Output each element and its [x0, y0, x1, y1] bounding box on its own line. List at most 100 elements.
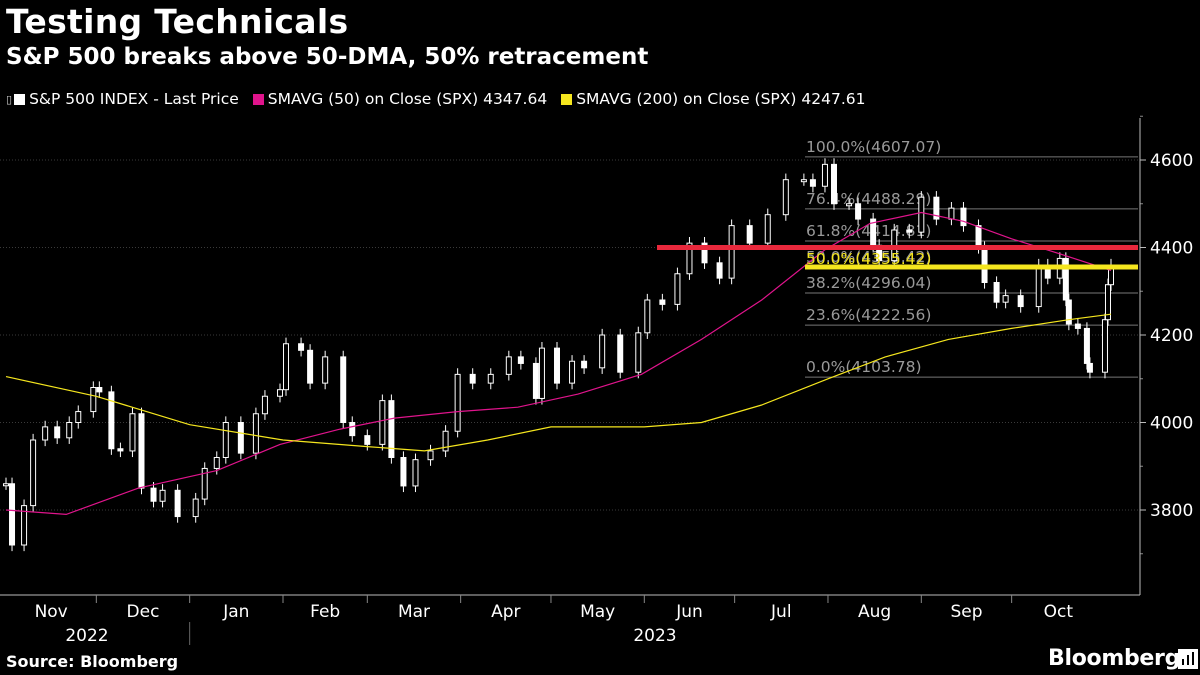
fib-50-highlight-label: 50.0%(4355.42)	[806, 250, 931, 268]
candle-body	[1002, 295, 1009, 303]
y-tick-label: 4600	[1150, 151, 1193, 171]
candle-body	[644, 299, 651, 334]
candle-body	[192, 498, 199, 518]
candle-body	[117, 448, 124, 452]
x-month-label: Oct	[1044, 602, 1074, 622]
candle-body	[150, 487, 157, 502]
fib-level-label: 100.0%(4607.07)	[806, 138, 941, 156]
candle-body	[581, 360, 588, 369]
candle-body	[617, 334, 624, 373]
candle-body	[1074, 323, 1081, 329]
y-tick-label: 4400	[1150, 239, 1193, 259]
brand-logo: Bloomberg	[1048, 646, 1181, 671]
candle-body	[1062, 257, 1069, 301]
candle-body	[442, 430, 449, 452]
candle-body	[3, 483, 9, 487]
candle-body	[716, 262, 723, 279]
legend-label-sma50: SMAVG (50) on Close (SPX) 4347.64	[267, 90, 548, 108]
candle-body	[1065, 299, 1072, 325]
candle-body	[96, 387, 103, 393]
x-month-label: Aug	[858, 602, 891, 622]
candle-body	[517, 356, 524, 364]
candle-body	[800, 179, 807, 183]
x-month-label: Mar	[398, 602, 430, 622]
candle-body	[701, 242, 708, 264]
legend-label-price: S&P 500 INDEX - Last Price	[29, 90, 239, 108]
candle-body	[782, 179, 789, 216]
candle-body	[918, 196, 925, 233]
candlestick-icon: ▯	[6, 92, 13, 106]
candle-body	[349, 422, 356, 437]
candle-body	[201, 467, 208, 500]
candle-body	[129, 413, 136, 452]
candle-body	[469, 373, 476, 384]
x-month-label: Nov	[35, 602, 68, 622]
fib-level-label: 38.2%(4296.04)	[806, 274, 931, 292]
candle-body	[388, 400, 395, 458]
candle-body	[252, 413, 259, 454]
candle-body	[108, 391, 115, 450]
candle-body	[75, 411, 82, 423]
x-month-label: Jan	[222, 602, 249, 622]
legend-swatch-price	[14, 93, 26, 105]
fib-level-label: 61.8%(4414.81)	[806, 222, 931, 240]
candle-body	[42, 426, 49, 441]
candle-body	[340, 356, 347, 423]
candle-body	[846, 203, 853, 207]
candle-body	[364, 435, 371, 445]
bloomberg-bars-icon	[1178, 649, 1198, 669]
candle-body	[1083, 327, 1090, 364]
legend-label-sma200: SMAVG (200) on Close (SPX) 4247.61	[576, 90, 866, 108]
candle-body	[379, 400, 386, 445]
candle-body	[30, 439, 37, 507]
candle-body	[283, 343, 290, 391]
candle-body	[454, 373, 461, 432]
y-tick-label: 4200	[1150, 326, 1193, 346]
fib-level-label: 50.0%(4355.42)	[806, 248, 931, 266]
candle-body	[809, 179, 816, 187]
y-tick-label: 4000	[1150, 414, 1193, 434]
candle-body	[174, 489, 181, 518]
candle-body	[487, 373, 494, 384]
candle-body	[553, 347, 560, 384]
candle-body	[569, 360, 576, 384]
candle-body	[906, 229, 913, 233]
candle-body	[830, 163, 837, 205]
candle-body	[855, 203, 862, 220]
candle-body	[821, 163, 828, 187]
chart-subtitle: S&P 500 breaks above 50-DMA, 50% retrace…	[6, 44, 649, 70]
x-year-label: 2023	[633, 626, 676, 646]
x-year-label: 2022	[65, 626, 108, 646]
legend: ▯ S&P 500 INDEX - Last Price SMAVG (50) …	[6, 90, 879, 108]
sma200-line	[5, 313, 1112, 452]
candle-body	[276, 389, 283, 397]
x-month-label: Dec	[127, 602, 160, 622]
candle-body	[635, 332, 642, 373]
candle-body	[993, 282, 1000, 303]
x-month-label: May	[580, 602, 615, 622]
chart-title: Testing Technicals	[6, 2, 349, 41]
x-month-label: Apr	[491, 602, 520, 622]
candle-body	[138, 413, 145, 489]
candle-body	[427, 450, 434, 461]
candle-body	[222, 422, 229, 458]
candle-body	[1104, 284, 1111, 321]
candle-body	[764, 214, 771, 244]
candle-body	[659, 299, 666, 305]
candle-body	[1101, 319, 1108, 373]
candle-body	[948, 207, 955, 220]
candle-body	[307, 349, 314, 384]
candle-body	[159, 489, 166, 502]
candle-body	[532, 362, 539, 399]
candle-body	[9, 483, 16, 546]
candle-body	[1017, 295, 1024, 308]
candle-body	[505, 356, 512, 375]
x-month-label: Feb	[310, 602, 340, 622]
candle-body	[90, 387, 97, 413]
candle-body	[54, 426, 61, 439]
fib-level-label: 76.4%(4488.29)	[806, 190, 931, 208]
candle-body	[599, 334, 606, 369]
y-tick-label: 3800	[1150, 501, 1193, 521]
candle-body	[960, 207, 967, 227]
